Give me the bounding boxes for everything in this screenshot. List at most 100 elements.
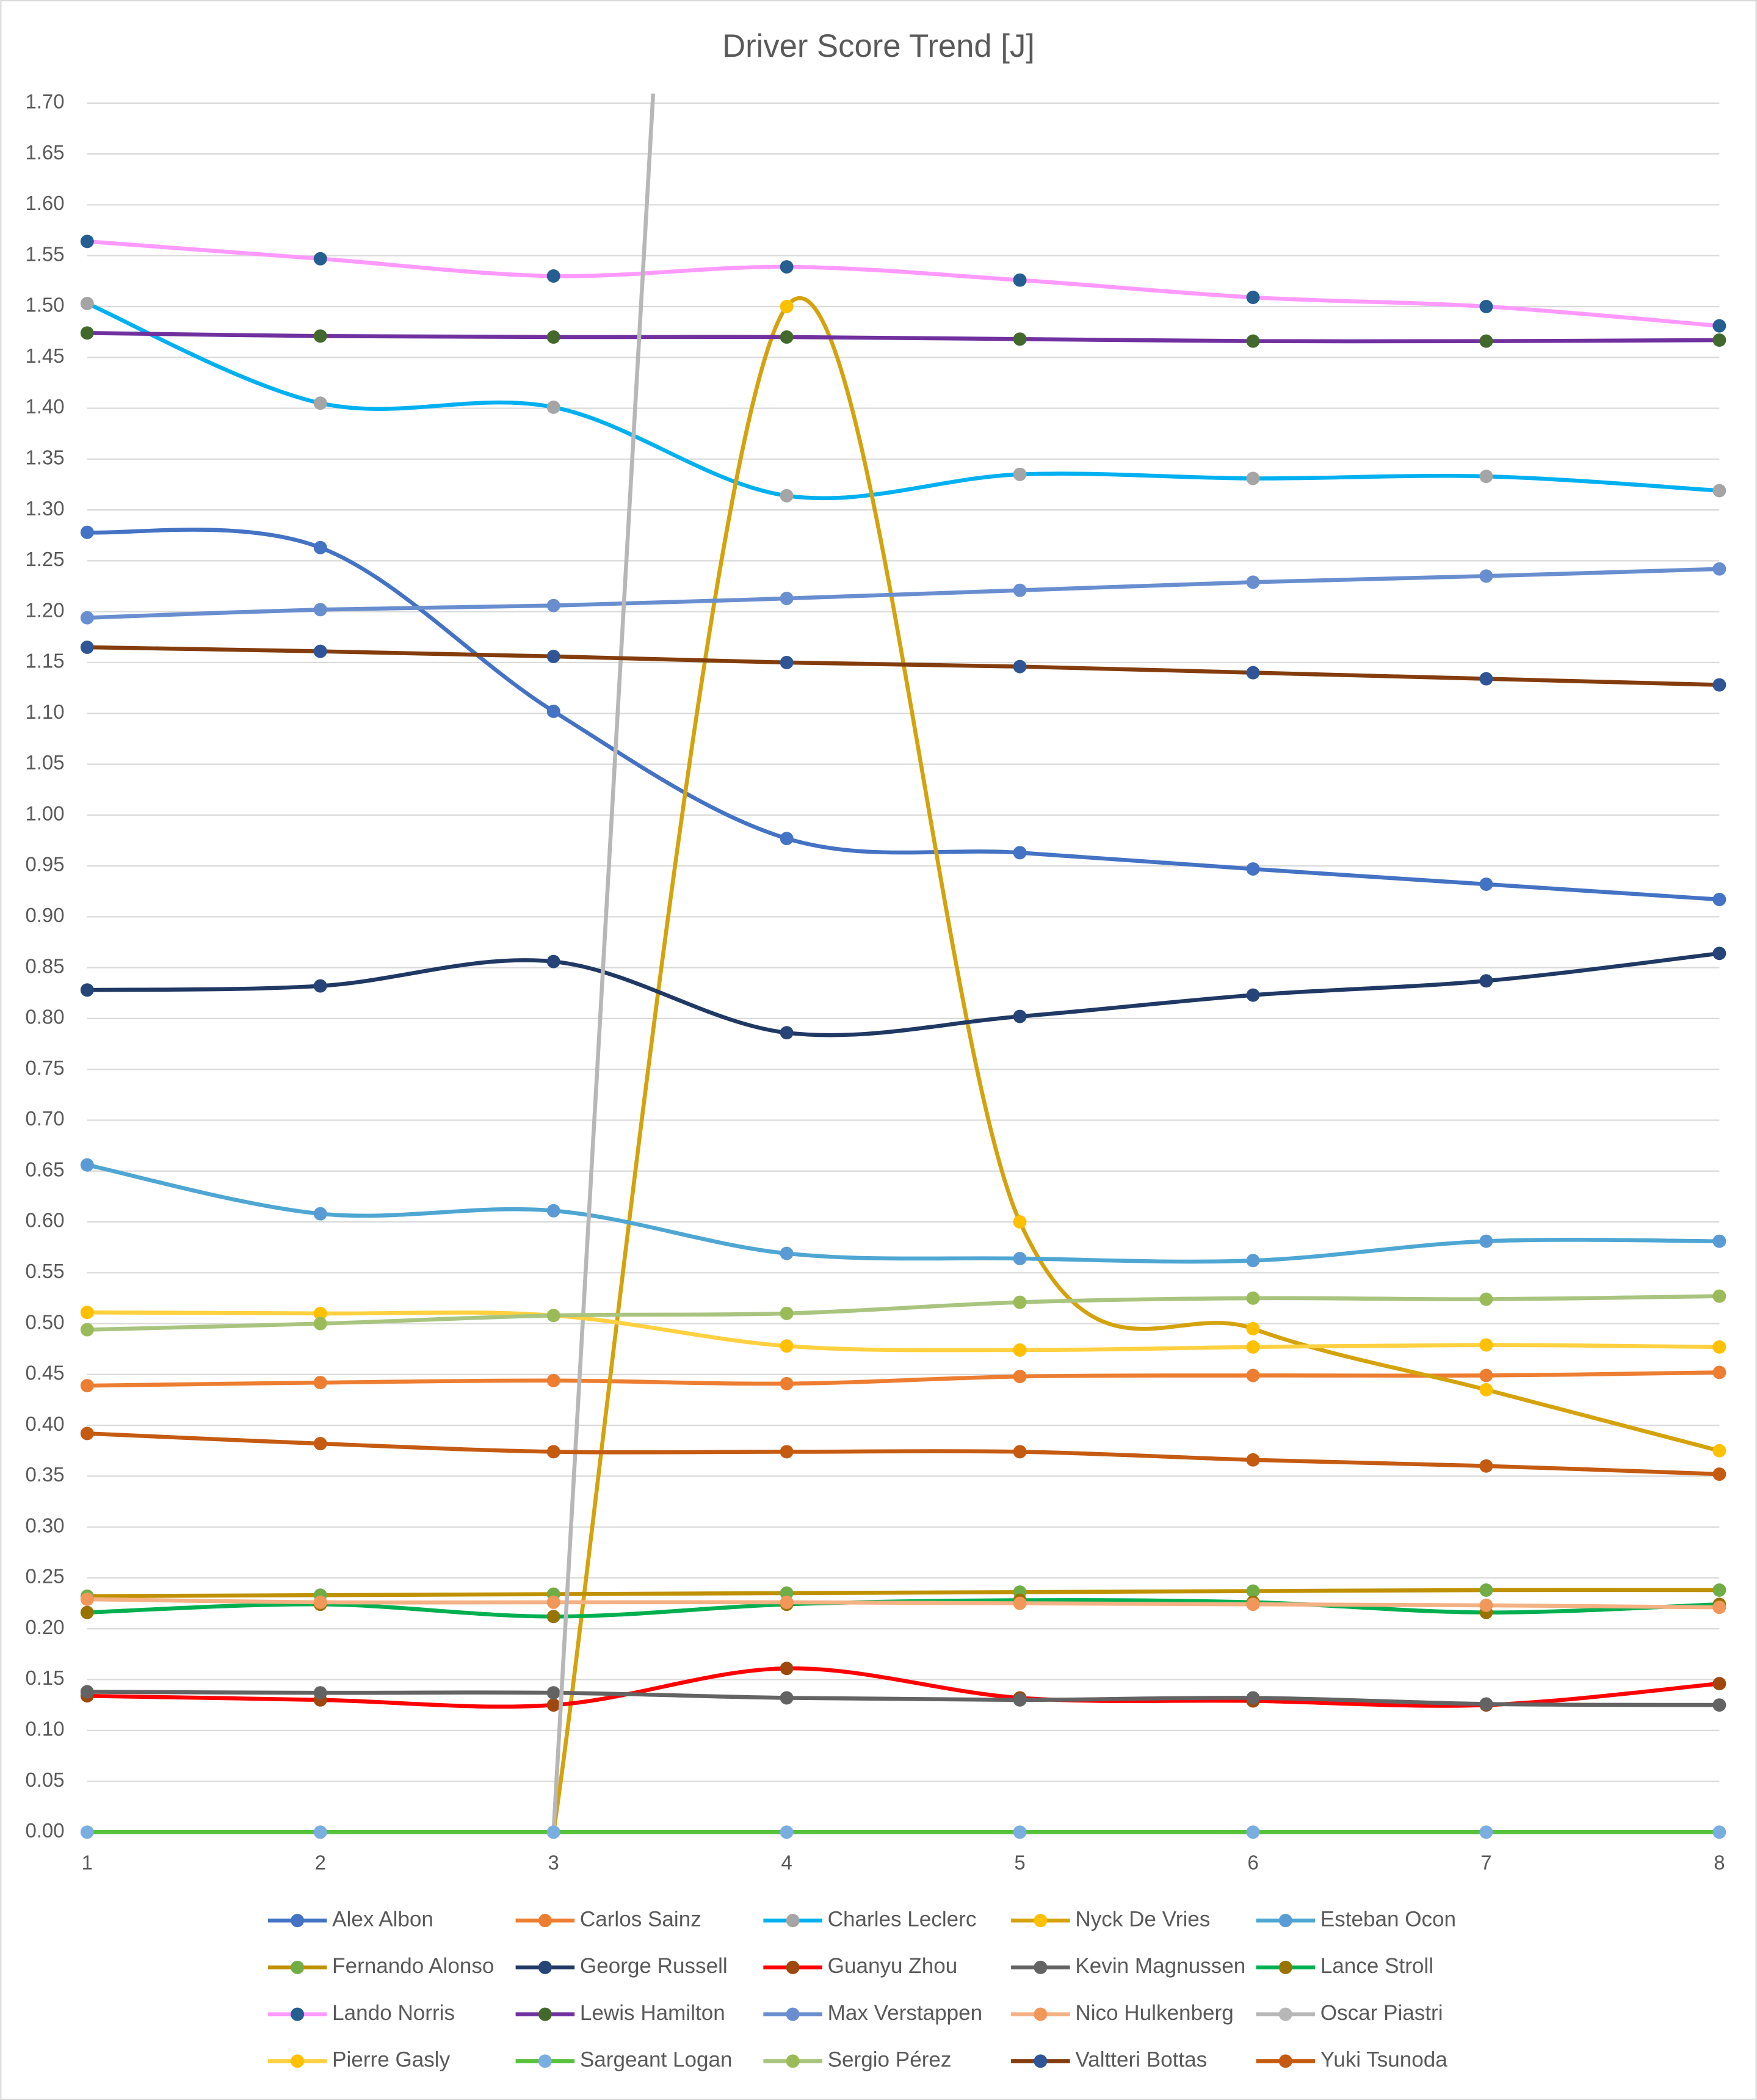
data-point: [780, 1306, 794, 1320]
data-point: [1246, 291, 1260, 304]
series-line: [87, 1310, 1720, 1353]
data-point: [546, 400, 560, 414]
y-tick-label: 0.60: [26, 1209, 65, 1232]
data-point: [1479, 1825, 1493, 1839]
series-line: [87, 1690, 1720, 1707]
data-point: [1246, 1340, 1260, 1354]
data-point: [1013, 846, 1027, 860]
x-tick-label: 5: [1014, 1851, 1025, 1874]
data-point: [1246, 1254, 1260, 1268]
y-tick-label: 1.10: [26, 700, 65, 723]
data-point: [1712, 1600, 1726, 1615]
data-point: [1712, 1583, 1726, 1597]
data-point: [780, 1445, 794, 1459]
y-tick-label: 1.20: [26, 598, 65, 621]
series-line: [87, 528, 1720, 902]
y-tick-label: 1.00: [26, 802, 65, 824]
series-line: [87, 331, 1720, 344]
data-point: [546, 1595, 560, 1609]
series-line: [87, 1370, 1720, 1388]
data-point: [313, 979, 327, 993]
legend-marker: [538, 2007, 552, 2021]
y-tick-label: 1.35: [26, 446, 65, 469]
data-point: [1712, 484, 1726, 498]
data-point: [1712, 562, 1726, 576]
data-point: [1712, 1234, 1726, 1248]
data-point: [1013, 1295, 1027, 1309]
series-line: [551, 93, 656, 1833]
y-tick-label: 0.10: [26, 1717, 65, 1740]
data-point: [546, 1373, 560, 1387]
legend: Alex Albon Carlos Sainz Charles Leclerc Nyc…: [267, 1907, 1456, 2072]
series-line: [87, 239, 1720, 328]
data-point: [1479, 1697, 1493, 1711]
legend-marker: [1278, 1960, 1292, 1974]
legend-marker: [786, 2054, 800, 2068]
legend-label: Lance Stroll: [1320, 1954, 1433, 1978]
legend-label: Carlos Sainz: [580, 1907, 701, 1931]
data-point: [80, 1592, 94, 1606]
y-tick-label: 1.45: [26, 344, 65, 367]
legend-label: Nico Hulkenberg: [1075, 2001, 1233, 2025]
data-point: [1246, 1453, 1260, 1467]
series-line: [87, 1294, 1720, 1332]
y-tick-label: 0.90: [26, 904, 65, 926]
data-point: [1479, 1459, 1493, 1473]
data-point: [780, 655, 794, 669]
y-tick-label: 0.50: [26, 1310, 65, 1333]
data-point: [780, 489, 794, 503]
data-point: [1479, 877, 1493, 892]
data-point: [1246, 1321, 1260, 1335]
data-point: [1013, 583, 1027, 597]
series-line: [87, 951, 1720, 1037]
data-point: [1013, 273, 1027, 287]
data-point: [1246, 1584, 1260, 1598]
legend-marker: [291, 1914, 305, 1928]
data-point: [546, 1825, 560, 1839]
legend-marker: [1278, 1914, 1292, 1928]
data-point: [1013, 1215, 1027, 1229]
legend-marker: [1034, 2054, 1048, 2068]
data-point: [780, 260, 794, 274]
legend-label: George Russell: [580, 1954, 728, 1978]
data-point: [1246, 1691, 1260, 1705]
data-point: [546, 1698, 560, 1712]
data-point: [80, 1426, 94, 1441]
data-point: [1712, 333, 1726, 347]
data-point: [546, 1610, 560, 1624]
data-point: [80, 234, 94, 249]
y-tick-label: 0.80: [26, 1006, 65, 1028]
data-point: [546, 649, 560, 663]
data-point: [80, 1306, 94, 1320]
data-point: [1013, 1596, 1027, 1610]
x-tick-label: 1: [82, 1851, 93, 1874]
data-point: [780, 1825, 794, 1839]
data-point: [1712, 1677, 1726, 1691]
data-point: [780, 592, 794, 605]
data-point: [313, 252, 327, 266]
chart-title: Driver Score Trend [J]: [722, 28, 1035, 64]
data-point: [1013, 1370, 1027, 1384]
data-point: [780, 1026, 794, 1040]
legend-label: Lewis Hamilton: [580, 2001, 725, 2025]
data-point: [1712, 1698, 1726, 1712]
series-line: [87, 1163, 1720, 1264]
legend-marker: [1278, 2054, 1292, 2068]
plot-area: [80, 93, 1726, 1839]
x-tick-label: 8: [1714, 1851, 1725, 1874]
data-point: [80, 326, 94, 340]
data-point: [780, 1376, 794, 1390]
data-point: [1479, 1583, 1493, 1597]
legend-label: Sergio Pérez: [828, 2048, 952, 2072]
x-tick-label: 6: [1247, 1851, 1258, 1874]
data-point: [780, 1339, 794, 1353]
data-point: [546, 954, 560, 968]
legend-marker: [1034, 1914, 1048, 1928]
data-point: [313, 1595, 327, 1609]
legend-label: Max Verstappen: [828, 2001, 983, 2025]
data-point: [1013, 332, 1027, 346]
data-point: [1013, 1252, 1027, 1265]
data-point: [313, 1686, 327, 1700]
data-point: [1712, 893, 1726, 906]
data-point: [1013, 1343, 1027, 1357]
